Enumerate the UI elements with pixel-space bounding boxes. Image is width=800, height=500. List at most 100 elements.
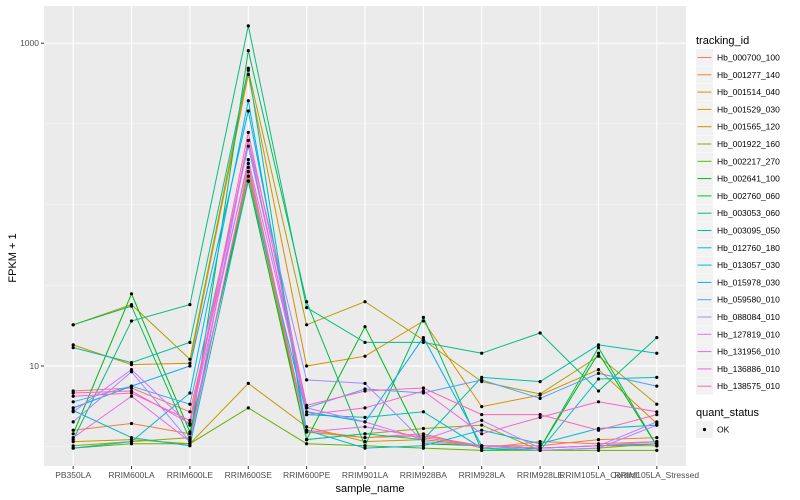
series-points-Hb_131956_010 (71, 165, 659, 450)
data-point (363, 325, 367, 329)
x-tick-label: RRIM928BA (400, 470, 448, 480)
x-tick-label: RRIM600SE (225, 470, 273, 480)
legend-label: Hb_131956_010 (717, 347, 780, 357)
legend-item: Hb_059580_010 (696, 291, 780, 309)
data-point (188, 444, 192, 448)
legend-label: Hb_002760_060 (717, 191, 780, 201)
legend2-label: OK (717, 425, 730, 435)
legend-item: Hb_088084_010 (696, 308, 780, 326)
data-point (71, 323, 75, 327)
x-tick-label: RRIM600LA (108, 470, 155, 480)
data-point (246, 174, 250, 178)
data-point (480, 446, 484, 450)
y-axis: 10 1000 (20, 38, 44, 371)
data-point (129, 391, 134, 395)
data-point (480, 448, 484, 452)
legend-item: Hb_003053_060 (696, 204, 780, 222)
quant-status-legend: quant_status OK (696, 407, 759, 438)
legend-item: Hb_138575_010 (696, 377, 780, 395)
legend-item: Hb_012760_180 (696, 239, 780, 257)
legend-item: Hb_000700_100 (696, 49, 780, 66)
data-point (538, 442, 542, 446)
legend-item: Hb_001565_120 (696, 118, 780, 136)
data-point (246, 406, 250, 410)
data-point (538, 415, 542, 419)
data-point (188, 340, 192, 344)
legend2-title: quant_status (696, 407, 759, 419)
legend-item: Hb_131956_010 (696, 343, 780, 361)
legend2-item: OK (696, 421, 730, 438)
data-point (363, 420, 367, 424)
data-point (655, 440, 659, 444)
legend-label: Hb_013057_030 (717, 260, 780, 270)
legend-label: Hb_001514_040 (717, 87, 780, 97)
data-point (188, 440, 192, 444)
data-point (596, 448, 601, 452)
data-point (363, 425, 367, 429)
x-tick-label: RRIM105LA_Control (559, 470, 638, 480)
legend-label: Hb_000700_100 (717, 53, 780, 63)
data-point (129, 384, 134, 388)
data-point (188, 303, 192, 307)
data-point (129, 440, 134, 444)
data-point (596, 444, 601, 448)
data-point (188, 357, 192, 361)
data-point (596, 446, 601, 450)
data-point (246, 49, 250, 53)
data-point (188, 391, 192, 395)
tracking-id-legend: tracking_id Hb_000700_100 Hb_001277_140 Hb… (696, 35, 780, 395)
data-point (596, 346, 601, 350)
plot-panel (44, 6, 686, 466)
x-tick-label: RRIM105LA_Stressed (615, 470, 700, 480)
legend-label: Hb_002217_270 (717, 156, 780, 166)
data-point (129, 292, 134, 296)
data-point (188, 402, 192, 406)
data-point (188, 364, 192, 368)
series-points-Hb_136886_010 (71, 138, 659, 436)
data-point (538, 413, 542, 417)
data-point (480, 378, 484, 382)
legend-item: Hb_002217_270 (696, 152, 780, 170)
legend2-key-point (702, 427, 707, 432)
legend-item: Hb_015978_030 (696, 273, 780, 291)
data-point (363, 432, 367, 436)
data-point (246, 165, 250, 169)
data-point (596, 389, 601, 393)
legend-item: Hb_001514_040 (696, 83, 780, 101)
data-point (421, 444, 425, 448)
data-point (71, 343, 75, 347)
data-point (655, 336, 659, 340)
data-point (538, 446, 542, 450)
data-point (363, 389, 367, 393)
data-point (421, 338, 425, 342)
data-point (421, 386, 425, 390)
data-point (421, 410, 425, 414)
data-point (71, 391, 75, 395)
data-point (246, 158, 250, 162)
data-point (363, 381, 367, 385)
x-tick-label: RRIM600LE (167, 470, 214, 480)
data-point (246, 179, 250, 183)
data-point (655, 375, 659, 379)
data-point (596, 368, 601, 372)
legend-label: Hb_088084_010 (717, 312, 780, 322)
data-point (421, 436, 425, 440)
data-point (129, 368, 134, 372)
legend-label: Hb_003095_050 (717, 226, 780, 236)
data-point (655, 448, 659, 452)
data-point (129, 304, 134, 308)
data-point (305, 430, 309, 434)
legend-item: Hb_001277_140 (696, 66, 780, 84)
legend-label: Hb_002641_100 (717, 174, 780, 184)
data-point (538, 392, 542, 396)
data-point (246, 144, 250, 148)
data-point (363, 406, 367, 410)
data-point (71, 428, 75, 432)
data-point (596, 351, 601, 355)
data-point (363, 415, 367, 419)
data-point (188, 410, 192, 414)
x-tick-label: RRIM600PE (283, 470, 331, 480)
data-point (480, 413, 484, 417)
data-point (246, 130, 250, 134)
